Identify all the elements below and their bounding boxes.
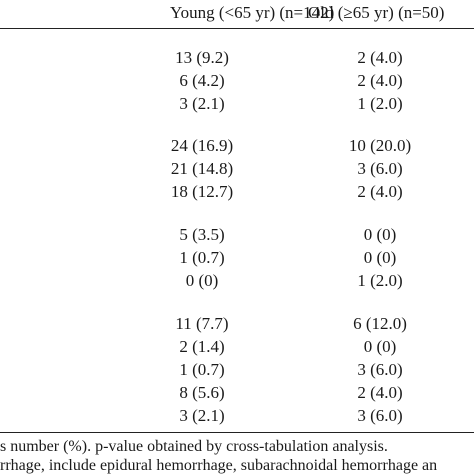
young-cell: 2 (1.4) (179, 337, 225, 356)
young-cell: 5 (3.5) (179, 225, 225, 244)
young-cell: 21 (14.8) (170, 159, 234, 178)
column-header-old: Old (≥65 yr) (n=50) (308, 3, 445, 22)
young-cell: 24 (16.9) (170, 136, 234, 155)
table-top-rule (0, 28, 474, 29)
old-cell: 0 (0) (363, 225, 397, 244)
old-cell: 3 (6.0) (357, 360, 403, 379)
footnote-hemorrhage: rrhage, include epidural hemorrhage, sub… (0, 457, 438, 474)
young-cell: 18 (12.7) (170, 182, 234, 201)
young-cell: 8 (5.6) (179, 383, 225, 402)
old-cell: 2 (4.0) (357, 48, 403, 67)
young-cell: 0 (0) (185, 271, 219, 290)
young-cell: 3 (2.1) (179, 406, 225, 425)
old-cell: 1 (2.0) (357, 94, 403, 113)
young-cell: 1 (0.7) (179, 360, 225, 379)
old-cell: 10 (20.0) (348, 136, 412, 155)
old-cell: 3 (6.0) (357, 159, 403, 178)
young-cell: 6 (4.2) (179, 71, 225, 90)
old-cell: 0 (0) (363, 337, 397, 356)
column-header-young: Young (<65 yr) (n=142) (170, 3, 335, 22)
young-cell: 3 (2.1) (179, 94, 225, 113)
old-cell: 0 (0) (363, 248, 397, 267)
old-cell: 2 (4.0) (357, 182, 403, 201)
old-cell: 3 (6.0) (357, 406, 403, 425)
footnote-stats: s number (%). p-value obtained by cross-… (0, 438, 388, 455)
young-cell: 1 (0.7) (179, 248, 225, 267)
young-cell: 13 (9.2) (175, 48, 229, 67)
old-cell: 2 (4.0) (357, 71, 403, 90)
old-cell: 6 (12.0) (353, 314, 407, 333)
young-cell: 11 (7.7) (175, 314, 229, 333)
old-cell: 2 (4.0) (357, 383, 403, 402)
old-cell: 1 (2.0) (357, 271, 403, 290)
table-bottom-rule (0, 432, 474, 433)
